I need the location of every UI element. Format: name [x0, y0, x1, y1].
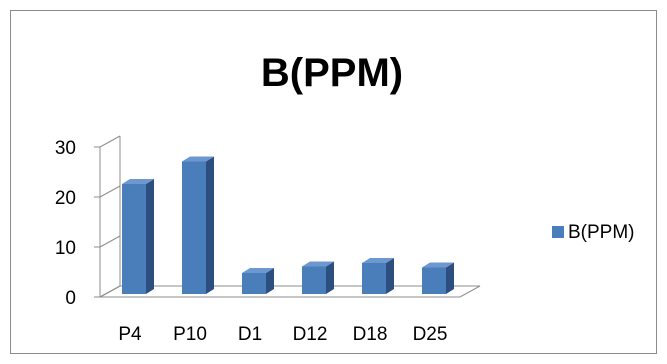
- bar-top: [302, 261, 334, 267]
- bar-top: [362, 258, 394, 263]
- x-tick-label: D1: [238, 324, 262, 345]
- y-tick-depth: [99, 135, 121, 148]
- legend-swatch: [552, 226, 564, 238]
- y-axis-ticks: 0 10 20 30: [55, 135, 121, 309]
- x-tick-label: D25: [413, 324, 448, 345]
- bar-series: [122, 156, 454, 294]
- bar-front: [362, 263, 386, 294]
- x-tick-label: P4: [118, 324, 142, 345]
- y-tick-depth: [99, 185, 121, 198]
- chart-title: B(PPM): [261, 51, 403, 95]
- bar-side: [266, 268, 274, 294]
- bar-front: [422, 267, 446, 294]
- bar-side: [146, 179, 154, 294]
- bar-D25: [422, 262, 454, 294]
- bar-side: [326, 261, 334, 294]
- bar-front: [182, 161, 206, 294]
- bar-P4: [122, 179, 154, 294]
- bar-side: [206, 156, 214, 294]
- bar-side: [386, 258, 394, 294]
- bar-front: [302, 266, 326, 294]
- x-tick-label: D12: [293, 324, 328, 345]
- x-tick-label: D18: [353, 324, 388, 345]
- x-tick-label: P10: [173, 324, 207, 345]
- bar-front: [242, 273, 266, 294]
- legend: B(PPM): [552, 222, 635, 243]
- y-tick-depth: [99, 235, 121, 248]
- bar-top: [122, 179, 154, 184]
- y-tick-label: 20: [55, 188, 76, 209]
- bar-side: [446, 262, 454, 294]
- bar-top: [182, 156, 214, 162]
- y-tick-depth: [99, 285, 121, 298]
- bar-D12: [302, 261, 334, 294]
- bar-top: [242, 268, 274, 273]
- bar-D1: [242, 268, 274, 294]
- bar-front: [122, 184, 146, 294]
- bar-P10: [182, 156, 214, 294]
- y-tick-label: 10: [55, 238, 76, 259]
- y-tick-label: 0: [65, 288, 76, 309]
- x-axis-labels: P4 P10 D1 D12 D18 D25: [118, 324, 447, 345]
- bar-D18: [362, 258, 394, 294]
- y-tick-label: 30: [55, 138, 76, 159]
- bar-top: [422, 262, 454, 268]
- legend-label: B(PPM): [568, 222, 635, 243]
